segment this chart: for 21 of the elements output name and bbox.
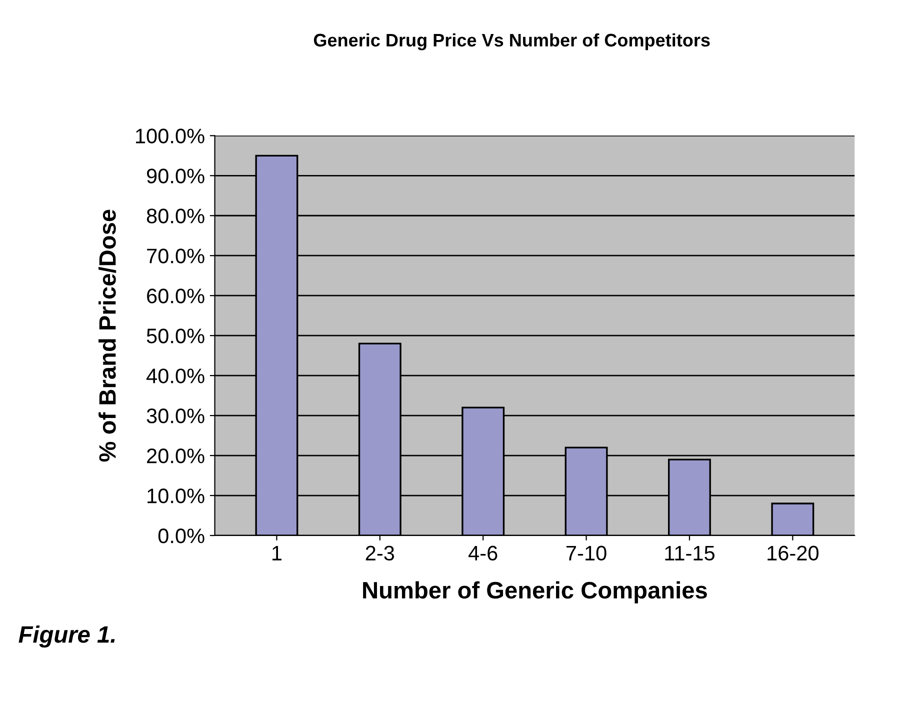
x-tick-label: 4-6 [468,546,498,561]
y-tick-label: 80.0% [146,208,204,224]
y-tick-label: 10.0% [148,488,204,504]
x-axis-title: Number of Generic Companies [363,581,707,604]
y-tick-label: 20.0% [147,448,204,464]
y-tick-label: 50.0% [146,328,204,344]
y-tick-label: 0.0% [158,528,204,544]
x-tick-label: 7-10 [566,546,606,561]
y-tick-label: 40.0% [146,368,204,384]
y-tick-label: 70.0% [147,248,204,264]
y-axis-title: % of Brand Price/Dose [98,210,116,462]
x-tick-label: 16-20 [768,546,819,561]
y-tick-label: 60.0% [147,288,204,304]
y-tick-label: 30.0% [146,408,204,424]
y-tick-label: 100.0% [136,128,204,144]
x-tick-label: 2-3 [366,546,394,561]
chart-title: Generic Drug Price Vs Number of Competitors [314,33,710,50]
x-tick-label: 1 [272,546,282,560]
caption: Figure 1. [18,625,115,648]
y-tick-label: 90.0% [146,168,204,184]
x-tick-label: 11-15 [665,546,714,561]
